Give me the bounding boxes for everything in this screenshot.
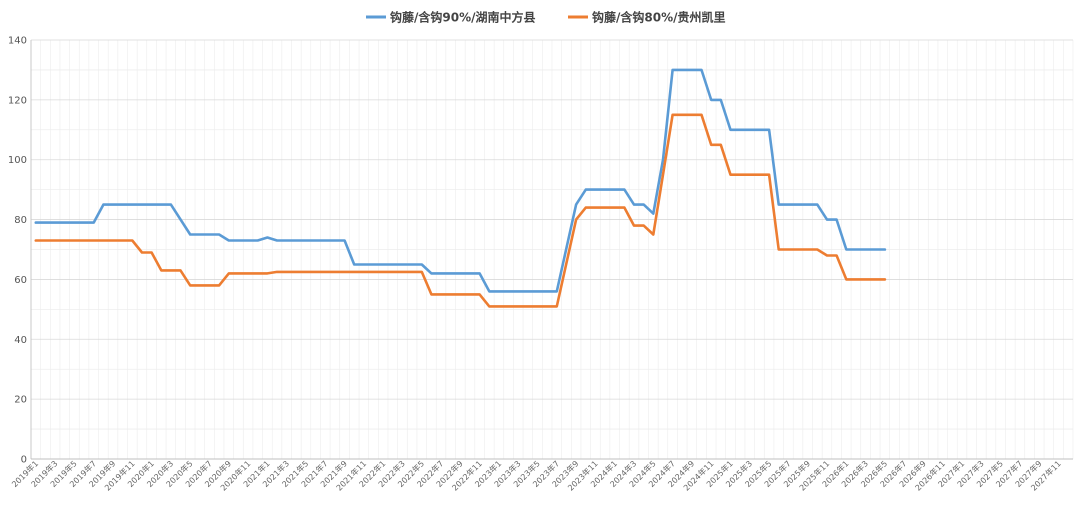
y-tick-label: 0 <box>21 455 27 466</box>
legend-label: 钩藤/含钩80%/贵州凯里 <box>592 10 726 25</box>
legend-label: 钩藤/含钩90%/湖南中方县 <box>390 10 536 25</box>
y-tick-label: 60 <box>14 275 27 286</box>
y-tick-label: 140 <box>8 36 27 47</box>
y-tick-label: 100 <box>8 155 27 166</box>
y-tick-label: 40 <box>14 335 27 346</box>
legend-item-2: 钩藤/含钩80%/贵州凯里 <box>568 10 726 25</box>
series-line-2 <box>34 113 887 308</box>
y-tick-label: 120 <box>8 95 27 106</box>
y-tick-label: 20 <box>14 395 27 406</box>
legend-item-1: 钩藤/含钩90%/湖南中方县 <box>366 10 536 25</box>
y-tick-label: 80 <box>14 215 27 226</box>
series-line-1 <box>34 68 887 293</box>
